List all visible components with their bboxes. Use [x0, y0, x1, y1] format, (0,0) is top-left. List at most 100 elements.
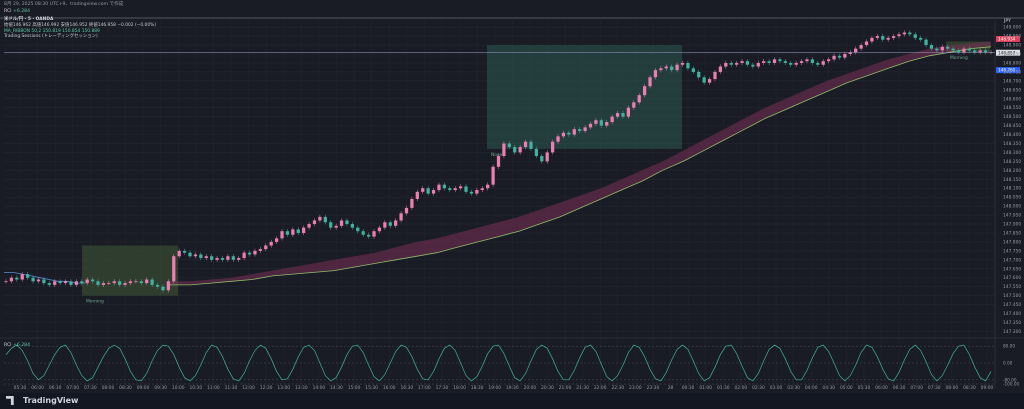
price-tick-label: 148.800 — [1003, 60, 1021, 66]
legend-sessions[interactable]: Trading Sessions (トレーディングセッション) — [4, 34, 98, 40]
candle-body — [588, 123, 593, 128]
time-tick-label: 07:30 — [84, 385, 97, 391]
time-tick-label: 17:30 — [436, 385, 449, 391]
price-tick-label: 148.500 — [1003, 114, 1021, 120]
candle-body — [458, 186, 463, 189]
candle-body — [523, 141, 528, 148]
candle-body — [897, 34, 901, 37]
candle-body — [90, 279, 95, 282]
price-tick-label: 147.850 — [1003, 230, 1021, 236]
candle-body — [394, 220, 398, 226]
candle-body — [426, 188, 430, 194]
candle-body — [480, 188, 484, 191]
candle-body — [843, 54, 847, 58]
time-tick-label: 09:30 — [154, 385, 167, 391]
candle-body — [626, 107, 631, 117]
price-label-box — [996, 67, 1020, 74]
time-tick-label: 15:30 — [365, 385, 378, 391]
candle-body — [96, 281, 100, 285]
candle-body — [107, 283, 111, 284]
candle-body — [63, 281, 68, 284]
time-tick-label: 20:00 — [524, 385, 537, 391]
candle-body — [80, 281, 84, 284]
candle-body — [383, 222, 387, 228]
candle-body — [226, 256, 230, 260]
time-tick-label: 08:30 — [963, 385, 976, 391]
time-tick-label: 08:30 — [119, 385, 132, 391]
price-tick-label: 148.850 — [1003, 52, 1021, 58]
price-tick-label: 147.700 — [1003, 257, 1021, 263]
candle-body — [621, 113, 625, 117]
candle-body — [182, 250, 187, 253]
candle-body — [36, 279, 41, 282]
time-tick-label: 04:00 — [805, 385, 818, 391]
candle-body — [502, 143, 506, 157]
price-tick-label: 147.350 — [1003, 320, 1021, 326]
price-axis: 149.000 148.950 148.900 148.850 148.800 148.7… — [1003, 25, 1021, 335]
candle-body — [854, 48, 858, 53]
candle-body — [935, 48, 939, 51]
candle-body — [199, 254, 203, 259]
candle-body — [534, 148, 539, 157]
candle-body — [101, 283, 106, 285]
rci-legend[interactable]: RCI +6.284 — [4, 343, 30, 348]
candle-body — [507, 143, 511, 148]
candle-body — [729, 62, 733, 65]
price-tick-label: 147.750 — [1003, 248, 1021, 254]
candle-body — [318, 216, 322, 221]
time-tick-label: 08:00 — [946, 385, 959, 391]
session-box — [487, 45, 682, 149]
rci-tick-label: -80.00 — [1003, 377, 1017, 382]
candle-body — [962, 48, 966, 53]
candle-body — [648, 77, 652, 87]
time-tick-label: 11:00 — [207, 385, 220, 391]
candle-layer — [4, 30, 993, 293]
candle-body — [518, 147, 522, 153]
candle-body — [118, 281, 122, 285]
candle-body — [637, 95, 641, 103]
legend-symbol[interactable]: 米ドル/円 · 5 · OANDA — [4, 17, 54, 22]
candle-body — [653, 70, 658, 78]
candle-body — [881, 36, 885, 40]
candle-body — [973, 50, 977, 53]
candle-body — [724, 62, 728, 67]
price-tick-label: 147.450 — [1003, 302, 1021, 308]
candle-body — [356, 227, 360, 232]
candle-body — [47, 283, 51, 285]
time-tick-label: 15:00 — [348, 385, 361, 391]
candle-body — [291, 229, 295, 235]
candle-body — [166, 281, 170, 291]
time-tick-label: 10:00 — [172, 385, 185, 391]
price-tick-label: 148.200 — [1003, 168, 1021, 174]
candle-body — [177, 250, 181, 257]
rci-top-name: RCI — [4, 9, 12, 14]
price-tick-label: 148.150 — [1003, 177, 1021, 183]
rci-pane: 80.00 0.00 -80.00-100.00 — [4, 344, 1019, 387]
candle-body — [891, 36, 896, 38]
candle-body — [453, 188, 457, 191]
candle-body — [242, 252, 246, 259]
chart-legend[interactable]: 米ドル/円 · 5 · OANDA 始値146.962 高値146.992 安値… — [4, 17, 156, 40]
legend-ma-ribbon[interactable]: MA_RIBBON 50,2 150.819 150.854 150.889 — [4, 28, 100, 34]
time-tick-label: 00:30 — [682, 385, 695, 391]
tradingview-logo-text: TradingView — [23, 396, 79, 405]
candle-body — [680, 62, 685, 65]
candle-body — [323, 216, 327, 223]
candle-body — [486, 184, 490, 189]
price-label-text: 148.760 — [998, 68, 1016, 73]
time-tick-label: 05:00 — [840, 385, 853, 391]
time-tick-label: 13:30 — [295, 385, 308, 391]
candle-body — [919, 37, 923, 40]
currency-label[interactable]: JPY — [1004, 19, 1011, 24]
candle-body — [745, 61, 750, 65]
candle-body — [848, 52, 852, 55]
candle-body — [659, 68, 663, 71]
time-tick-label: 04:30 — [822, 385, 835, 391]
candle-body — [783, 61, 787, 63]
candle-body — [697, 71, 701, 78]
time-tick-label: 23:30 — [647, 385, 660, 391]
candle-body — [15, 277, 19, 280]
candle-body — [772, 59, 777, 63]
